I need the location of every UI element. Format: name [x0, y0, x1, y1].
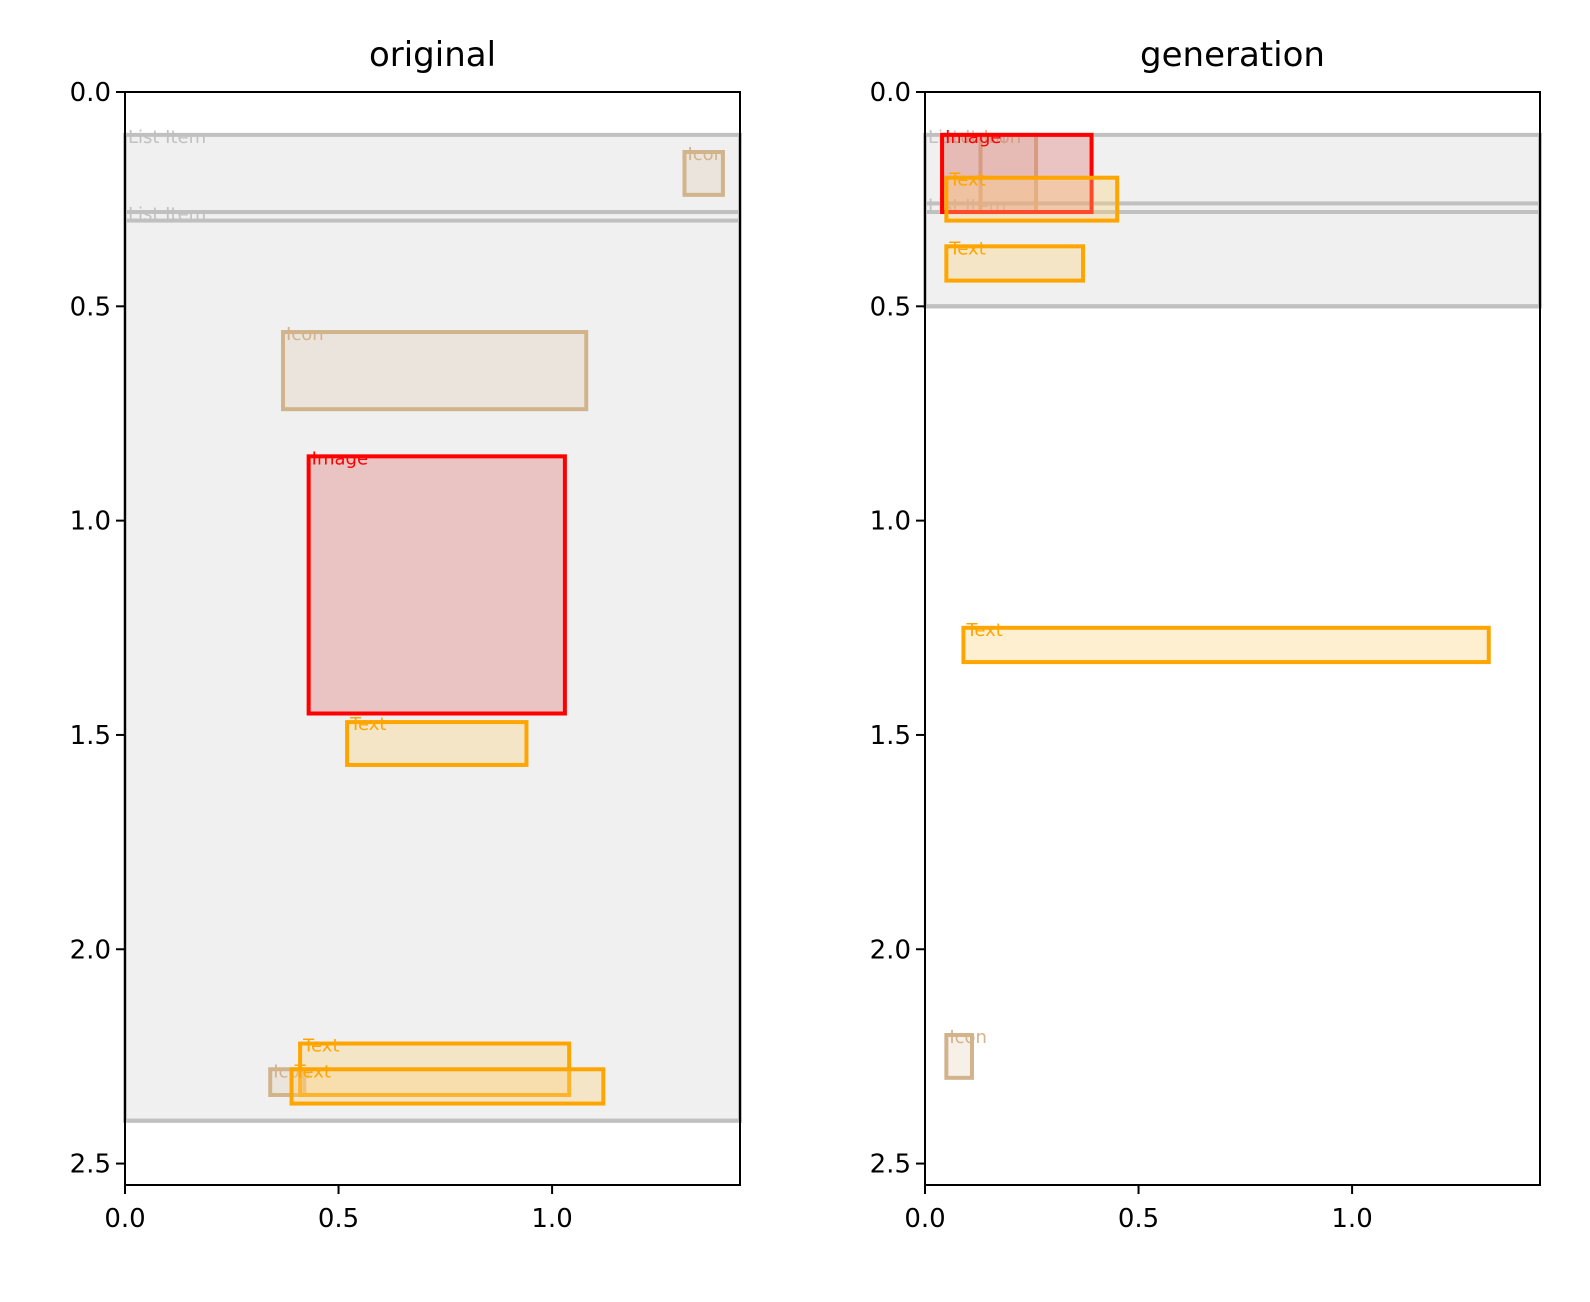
box-label: Text: [349, 714, 386, 735]
box-label: Text: [302, 1036, 339, 1057]
box-label: List Item: [928, 127, 1006, 148]
y-tick-label: 2.5: [870, 1150, 911, 1180]
box-label: Image: [312, 448, 368, 469]
box-label: Icon: [945, 127, 983, 148]
box-label: Text: [965, 620, 1002, 641]
y-tick-label: 2.0: [870, 935, 911, 965]
box-label: List Item: [128, 127, 206, 148]
y-tick-label: 2.5: [70, 1150, 111, 1180]
x-tick-label: 0.0: [904, 1204, 945, 1234]
panel-title: original: [369, 35, 496, 75]
box-icon: [944, 1032, 974, 1080]
box-label: Image: [945, 127, 1001, 148]
box-image: [940, 132, 1094, 215]
axes-frame: [924, 91, 1541, 1186]
y-tick-label: 0.5: [70, 292, 111, 322]
box-text: [944, 244, 1086, 283]
box-label: Text: [948, 238, 985, 259]
box-label: Text: [294, 1061, 331, 1082]
x-tick-label: 1.0: [1331, 1204, 1372, 1234]
box-label: Icon: [687, 144, 725, 165]
background-region: [125, 134, 740, 1121]
box-text: [345, 720, 529, 767]
box-text: [289, 1067, 606, 1106]
x-tick-label: 0.0: [104, 1204, 145, 1234]
y-tick-label: 0.0: [870, 78, 911, 108]
x-tick-label: 1.0: [531, 1204, 572, 1234]
box-text: [961, 625, 1491, 665]
y-tick-label: 1.5: [870, 721, 911, 751]
box-icon: [281, 330, 589, 412]
box-text: [944, 175, 1120, 223]
y-tick-label: 1.0: [870, 507, 911, 537]
panel-title: generation: [1140, 35, 1325, 75]
box-image: [306, 454, 567, 716]
axes-frame: [124, 91, 741, 1186]
y-tick-label: 1.5: [70, 721, 111, 751]
box-label: Icon: [984, 127, 1022, 148]
y-tick-label: 1.0: [70, 507, 111, 537]
box-label: Icon: [949, 1027, 987, 1048]
y-tick-label: 2.0: [70, 935, 111, 965]
x-tick-label: 0.5: [318, 1204, 359, 1234]
box-label: Text: [948, 170, 985, 191]
y-tick-label: 0.5: [870, 292, 911, 322]
box-label: Icon: [286, 324, 324, 345]
box-icon: [682, 150, 725, 197]
y-tick-label: 0.0: [70, 78, 111, 108]
x-tick-label: 0.5: [1118, 1204, 1159, 1234]
